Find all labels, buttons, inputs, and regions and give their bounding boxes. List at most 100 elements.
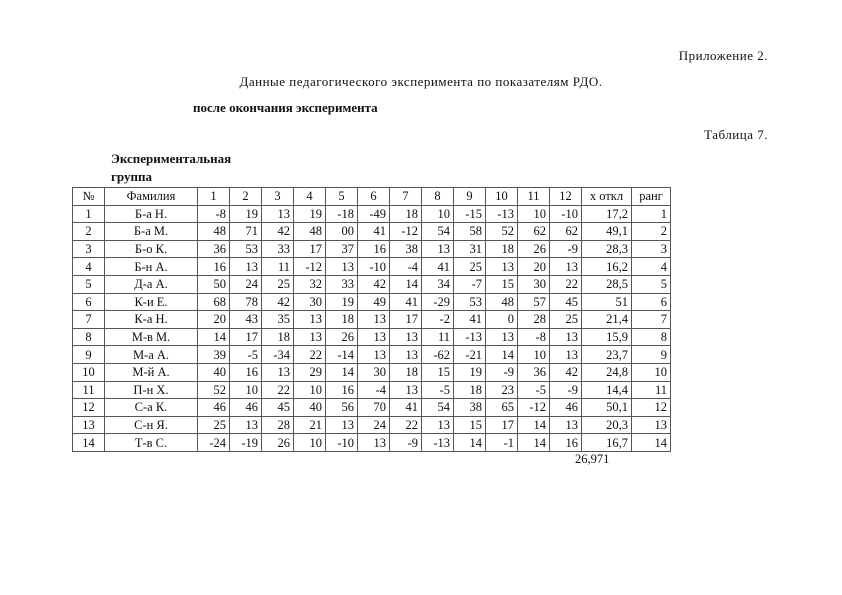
table-cell: -10 [549, 204, 582, 224]
table-cell: -12 [389, 222, 422, 241]
table-cell: 6 [631, 292, 671, 312]
table-header-row: № Фамилия 1 2 3 4 5 6 7 8 9 10 11 12 x откл ранг [72, 187, 671, 206]
table-cell: 38 [389, 239, 422, 259]
table-cell: 13 [325, 415, 358, 435]
table-cell: 13 [293, 327, 326, 347]
table-cell: 11 [72, 380, 105, 400]
table-cell: 49 [357, 292, 390, 312]
table-cell: 37 [325, 239, 358, 259]
table-cell: 46 [229, 398, 262, 417]
table-cell: 1 [631, 204, 671, 224]
table-cell: К-а Н. [104, 310, 198, 329]
table-cell: 10 [229, 380, 262, 400]
table-cell: К-и Е. [104, 292, 198, 312]
table-cell: 41 [389, 398, 422, 417]
table-cell: 13 [261, 362, 294, 382]
table-cell: 24,8 [581, 362, 632, 382]
table-cell: 40 [293, 398, 326, 417]
table-cell: 26 [325, 327, 358, 347]
table-cell: 22 [549, 274, 582, 294]
table-cell: 13 [389, 380, 422, 400]
table-cell: 16 [197, 257, 230, 276]
table-cell: -4 [389, 257, 422, 276]
table-cell: 46 [197, 398, 230, 417]
table-cell: 42 [549, 362, 582, 382]
table-cell: 2 [631, 222, 671, 241]
table-cell: 8 [72, 327, 105, 347]
appendix-label: Приложение 2. [678, 48, 768, 63]
table-cell: 15,9 [581, 327, 632, 347]
table-row: 1 Б-а Н. -8 19 13 19 -18 -49 18 10 -15 -13 10 -10 17,2… [72, 204, 671, 224]
table-cell: 13 [485, 327, 518, 347]
column-header: ранг [631, 187, 671, 206]
table-cell: Д-а А. [104, 274, 198, 294]
total-value: 26,971 [575, 452, 610, 466]
table-cell: 21 [293, 415, 326, 435]
table-cell: 13 [261, 204, 294, 224]
table-cell: 4 [631, 257, 671, 276]
table-cell: 13 [549, 415, 582, 435]
table-cell: -5 [229, 345, 262, 364]
results-table: № Фамилия 1 2 3 4 5 6 7 8 9 10 11 12 x откл ранг 1 Б-а Н… [72, 187, 671, 452]
table-cell: 14 [517, 415, 550, 435]
column-header: 4 [293, 187, 326, 206]
table-cell: 41 [357, 222, 390, 241]
table-cell: 53 [453, 292, 486, 312]
table-cell: -13 [421, 433, 454, 452]
table-cell: 11 [421, 327, 454, 347]
table-cell: 13 [389, 345, 422, 364]
table-cell: 16,7 [581, 433, 632, 452]
table-cell: 18 [453, 380, 486, 400]
table-cell: 18 [325, 310, 358, 329]
table-cell: М-й А. [104, 362, 198, 382]
table-cell: 14 [517, 433, 550, 452]
table-cell: 17 [229, 327, 262, 347]
table-cell: 13 [549, 327, 582, 347]
table-cell: 13 [357, 327, 390, 347]
table-cell: 40 [197, 362, 230, 382]
table-cell: 26 [261, 433, 294, 452]
table-cell: 13 [357, 310, 390, 329]
table-cell: 16 [229, 362, 262, 382]
table-cell: -18 [325, 204, 358, 224]
table-row: 9 М-а А. 39 -5 -34 22 -14 13 13 -62 -21 14 10 13 23,7 9 [72, 345, 671, 364]
table-cell: 24 [357, 415, 390, 435]
table-cell: -9 [485, 362, 518, 382]
table-cell: 00 [325, 222, 358, 241]
table-cell: 10 [517, 345, 550, 364]
table-cell: 45 [261, 398, 294, 417]
table-cell: П-н Х. [104, 380, 198, 400]
table-cell: 30 [293, 292, 326, 312]
table-cell: 14 [72, 433, 105, 452]
table-cell: 51 [581, 292, 632, 312]
table-cell: 13 [631, 415, 671, 435]
table-cell: 10 [72, 362, 105, 382]
table-row: 13 С-н Я. 25 13 28 21 13 24 22 13 15 17 14 13 20,3 13 [72, 415, 671, 435]
table-cell: 18 [389, 204, 422, 224]
table-cell: М-в М. [104, 327, 198, 347]
table-cell: 15 [421, 362, 454, 382]
table-cell: 35 [261, 310, 294, 329]
table-cell: 14 [631, 433, 671, 452]
table-cell: 21,4 [581, 310, 632, 329]
table-cell: 16 [325, 380, 358, 400]
table-cell: 19 [325, 292, 358, 312]
table-cell: 28,3 [581, 239, 632, 259]
table-cell: 32 [293, 274, 326, 294]
table-cell: 13 [229, 415, 262, 435]
table-cell: 17,2 [581, 204, 632, 224]
column-header: 7 [389, 187, 422, 206]
table-cell: 20 [197, 310, 230, 329]
table-cell: 6 [72, 292, 105, 312]
table-row: 14 Т-в С. -24 -19 26 10 -10 13 -9 -13 14 -1 14 16 16,7… [72, 433, 671, 452]
table-cell: 19 [293, 204, 326, 224]
table-cell: 70 [357, 398, 390, 417]
table-cell: 36 [517, 362, 550, 382]
table-cell: 39 [197, 345, 230, 364]
table-cell: Т-в С. [104, 433, 198, 452]
table-cell: 42 [261, 222, 294, 241]
table-cell: 22 [293, 345, 326, 364]
document-subtitle: после окончания эксперимента [193, 100, 378, 115]
table-cell: -4 [357, 380, 390, 400]
column-header: № [72, 187, 105, 206]
